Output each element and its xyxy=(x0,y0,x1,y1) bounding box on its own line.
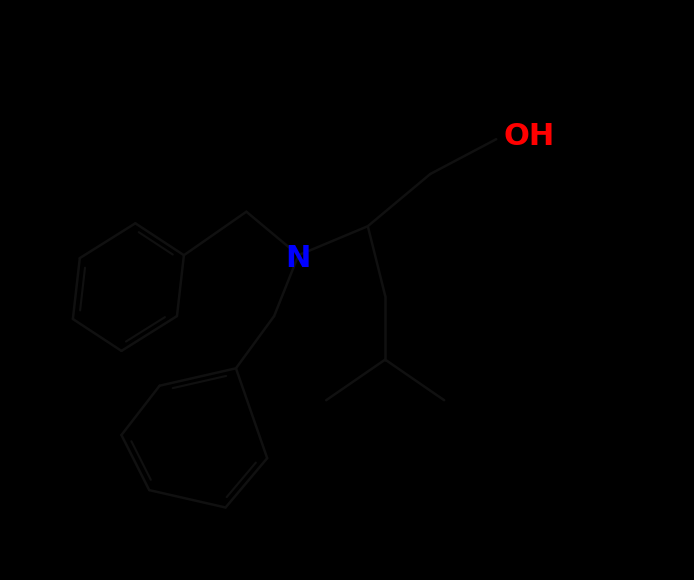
Text: OH: OH xyxy=(503,122,555,151)
Text: N: N xyxy=(286,244,311,273)
